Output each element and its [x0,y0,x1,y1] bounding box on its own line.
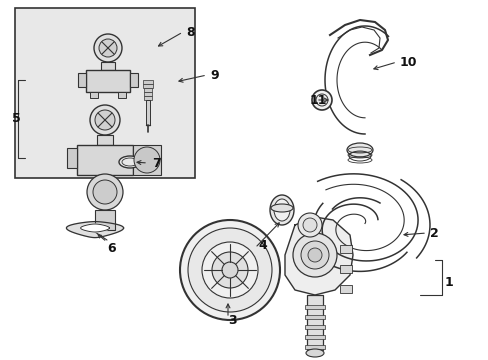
Text: 5: 5 [12,112,20,125]
Text: 11: 11 [309,94,327,107]
Text: 3: 3 [227,314,236,327]
Circle shape [90,105,120,135]
Bar [305,335,325,339]
Circle shape [95,110,115,130]
Ellipse shape [346,143,372,157]
Bar [130,73,138,87]
Ellipse shape [273,199,289,221]
Bar [90,92,98,98]
Bar [339,285,351,293]
Text: 4: 4 [258,239,266,252]
Polygon shape [66,222,123,238]
Polygon shape [285,217,352,295]
Circle shape [222,262,238,278]
Circle shape [180,220,280,320]
Circle shape [301,241,328,269]
Text: 1: 1 [444,275,453,288]
Circle shape [303,218,316,232]
Bar [305,325,325,329]
Polygon shape [81,224,109,232]
Ellipse shape [305,349,324,357]
Bar [305,345,325,349]
Bar [78,73,86,87]
Bar [339,245,351,253]
Text: 10: 10 [399,55,417,68]
Bar [144,96,151,100]
Bar [97,135,113,145]
Circle shape [315,94,327,106]
Circle shape [297,213,321,237]
Bar [306,295,323,350]
Circle shape [292,233,336,277]
Bar [143,84,152,88]
Circle shape [202,242,258,298]
Bar [133,145,161,175]
Bar [305,315,325,319]
Bar [95,210,115,230]
Text: 8: 8 [185,26,194,39]
Circle shape [134,147,160,173]
Bar [101,62,115,70]
Circle shape [87,174,123,210]
Ellipse shape [269,195,293,225]
Circle shape [187,228,271,312]
Bar [118,92,126,98]
Circle shape [311,90,331,110]
Bar [143,88,152,92]
Bar [339,265,351,273]
Circle shape [307,248,321,262]
Bar [142,80,153,84]
Text: 6: 6 [107,242,115,255]
Bar [305,305,325,309]
Ellipse shape [119,156,141,168]
Circle shape [94,34,122,62]
Text: 9: 9 [209,68,218,81]
Bar [143,92,152,96]
Circle shape [99,39,117,57]
Ellipse shape [270,204,292,212]
Circle shape [93,180,117,204]
Bar [86,70,130,92]
Circle shape [212,252,247,288]
Bar [133,148,142,168]
Bar [15,8,195,178]
Text: 7: 7 [152,157,161,170]
Bar [67,148,77,168]
Bar [146,100,150,125]
Bar [77,145,133,175]
Text: 2: 2 [429,226,438,239]
